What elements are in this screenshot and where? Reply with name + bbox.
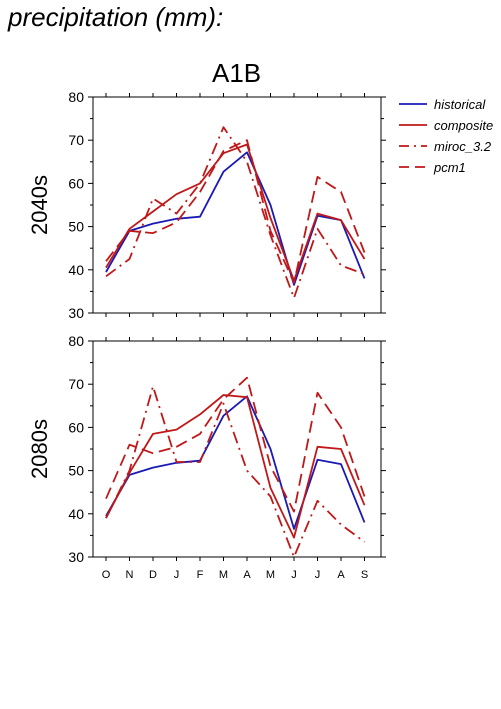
x-tick-label: F xyxy=(197,569,204,581)
series-line-miroc-3-2 xyxy=(105,126,365,299)
y-tick-label: 60 xyxy=(68,419,84,435)
y-tick-label: 40 xyxy=(68,262,84,278)
x-tick-label: J xyxy=(315,569,321,581)
x-tick-label: O xyxy=(102,569,111,581)
y-tick-label: 70 xyxy=(68,132,84,148)
x-tick-label: J xyxy=(174,569,180,581)
series-line-pcm1 xyxy=(105,139,366,284)
x-tick-label: S xyxy=(361,569,368,581)
series-line-composite xyxy=(105,394,366,539)
x-tick-label: M xyxy=(266,569,275,581)
panel-label: 2080s xyxy=(27,419,52,479)
series-line-historical xyxy=(105,151,366,286)
series-line-historical xyxy=(105,395,366,530)
series-line-miroc-3-2 xyxy=(105,385,366,558)
chart-panel-2040s: 30 40 50 60 70 80 2040s xyxy=(27,89,386,321)
y-tick-label: 50 xyxy=(68,219,84,235)
page-title: precipitation (mm): xyxy=(8,2,224,32)
panel-label: 2040s xyxy=(27,175,52,235)
x-tick-label: M xyxy=(219,569,228,581)
chart-legend: historical composite miroc_3.2 pcm1 xyxy=(399,97,493,175)
x-tick-label: D xyxy=(149,569,157,581)
legend-label: composite xyxy=(434,118,493,133)
series-line-composite xyxy=(105,143,366,282)
chart-panel-2080s: 30 40 50 60 70 80 O N D J F M A M J J A S 2080s xyxy=(27,333,386,581)
y-tick-label: 80 xyxy=(68,89,84,105)
legend-label: pcm1 xyxy=(433,160,466,175)
y-tick-label: 40 xyxy=(68,506,84,522)
x-tick-label: A xyxy=(337,569,345,581)
x-tick-label: A xyxy=(243,569,251,581)
y-tick-label: 80 xyxy=(68,333,84,349)
y-tick-label: 70 xyxy=(68,376,84,392)
y-tick-label: 30 xyxy=(68,549,84,565)
x-tick-label: J xyxy=(291,569,297,581)
x-tick-label: N xyxy=(126,569,134,581)
y-tick-label: 50 xyxy=(68,463,84,479)
y-tick-label: 60 xyxy=(68,175,84,191)
series-line-pcm1 xyxy=(105,376,366,513)
y-tick-label: 30 xyxy=(68,305,84,321)
legend-label: miroc_3.2 xyxy=(434,139,492,154)
scenario-title: A1B xyxy=(212,58,262,88)
legend-label: historical xyxy=(434,97,486,112)
plot-frame xyxy=(92,96,382,314)
